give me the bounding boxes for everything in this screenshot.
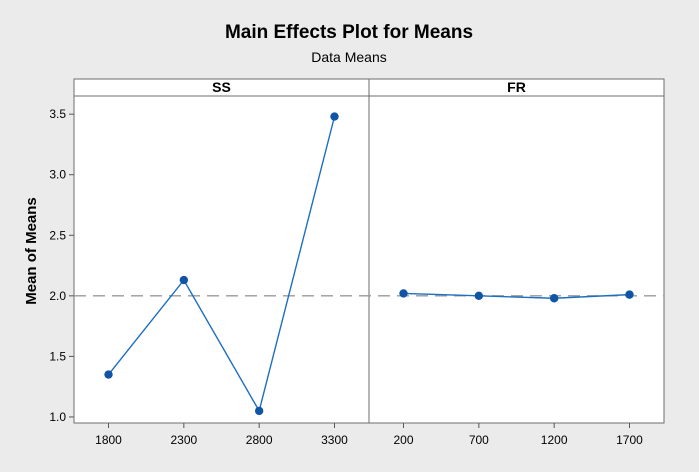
y-tick-label: 3.0 (49, 168, 66, 182)
panel-header-ss: SS (212, 79, 231, 95)
data-point (399, 289, 408, 298)
data-point (179, 275, 189, 285)
data-point (104, 370, 113, 379)
x-tick-label: 2300 (170, 433, 197, 447)
x-tick-label: 200 (393, 433, 413, 447)
data-point (549, 294, 559, 303)
x-tick-label: 3300 (321, 433, 348, 447)
x-tick-label: 2800 (246, 433, 273, 447)
data-point (625, 290, 634, 299)
y-tick-label: 2.0 (49, 289, 66, 303)
y-tick-label: 1.0 (49, 410, 66, 424)
x-tick-label: 1700 (616, 433, 643, 447)
y-tick-label: 1.5 (49, 349, 66, 363)
data-point (474, 291, 484, 301)
y-tick-label: 3.5 (49, 107, 66, 121)
series-line-fr (403, 292, 630, 299)
series-line-ss (107, 116, 336, 413)
chart-title: Main Effects Plot for Means (225, 22, 473, 43)
panel-header-fr: FR (507, 79, 526, 95)
x-tick-label: 1200 (541, 433, 568, 447)
chart-subtitle: Data Means (311, 49, 386, 65)
y-tick-label: 2.5 (49, 228, 66, 242)
data-point (254, 406, 264, 416)
x-tick-label: 700 (469, 433, 489, 447)
y-axis-label: Mean of Means (23, 197, 40, 305)
x-tick-label: 1800 (95, 433, 122, 447)
panels-layer: 1.0 1.5 2.0 2.5 3.0 3.5 SS 1800 2300 2800 3300 FR 20… (49, 79, 664, 447)
data-point (330, 112, 339, 121)
